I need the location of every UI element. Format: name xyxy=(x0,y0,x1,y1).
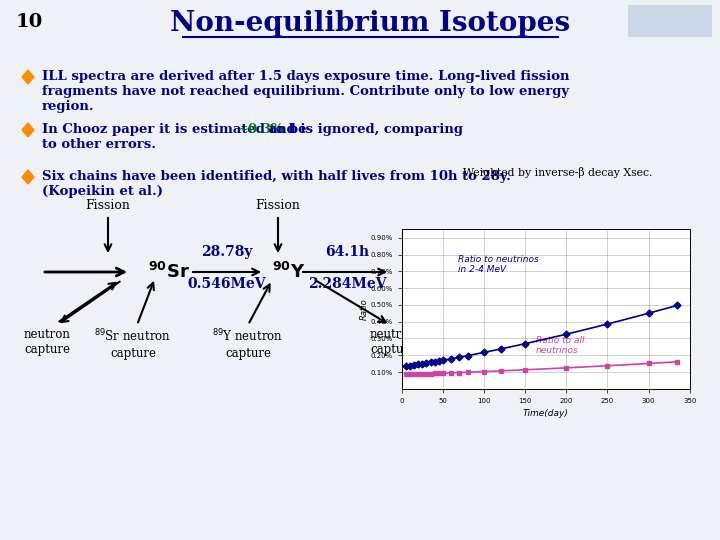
Text: and is ignored, comparing: and is ignored, comparing xyxy=(264,123,463,136)
Text: Weighted by inverse-β decay Xsec.: Weighted by inverse-β decay Xsec. xyxy=(463,167,653,178)
Text: 0.546MeV: 0.546MeV xyxy=(188,277,266,291)
Text: ~0.3%: ~0.3% xyxy=(238,123,284,136)
Text: Fission: Fission xyxy=(86,199,130,212)
FancyBboxPatch shape xyxy=(628,5,712,37)
Text: neutron
capture: neutron capture xyxy=(24,328,71,356)
Text: Non-equilibrium Isotopes: Non-equilibrium Isotopes xyxy=(170,10,570,37)
X-axis label: Time(day): Time(day) xyxy=(523,409,569,418)
Text: Ratio to neutrinos
in 2-4 MeV: Ratio to neutrinos in 2-4 MeV xyxy=(458,255,539,274)
Polygon shape xyxy=(22,170,34,184)
Text: 2.284MeV: 2.284MeV xyxy=(307,277,386,291)
Text: Six chains have been identified, with half lives from 10h to 28y.
(Kopeikin et a: Six chains have been identified, with ha… xyxy=(42,170,511,198)
Text: X.C. Ruan et al. (CIAE): X.C. Ruan et al. (CIAE) xyxy=(461,359,655,373)
Text: to other errors.: to other errors. xyxy=(42,138,156,151)
Text: Fission: Fission xyxy=(256,199,300,212)
Text: $\mathbf{^{90}Y}$: $\mathbf{^{90}Y}$ xyxy=(272,262,305,282)
Text: 28.78y: 28.78y xyxy=(202,245,253,259)
Text: 10: 10 xyxy=(16,13,43,31)
Text: $^{89}$Sr neutron
capture: $^{89}$Sr neutron capture xyxy=(94,328,171,360)
Text: neutron
capture: neutron capture xyxy=(369,328,416,356)
Y-axis label: Ratio: Ratio xyxy=(360,298,369,320)
Text: ILL spectra are derived after 1.5 days exposure time. Long-lived fission
fragmen: ILL spectra are derived after 1.5 days e… xyxy=(42,70,570,113)
Text: Ratio to all
neutrinos: Ratio to all neutrinos xyxy=(536,335,585,355)
Polygon shape xyxy=(22,123,34,137)
Text: $\mathbf{^{90}Sr}$: $\mathbf{^{90}Sr}$ xyxy=(148,262,190,282)
Text: In Chooz paper it is estimated to be: In Chooz paper it is estimated to be xyxy=(42,123,311,136)
Text: 64.1h: 64.1h xyxy=(325,245,369,259)
Text: $^{89}$Y neutron
capture: $^{89}$Y neutron capture xyxy=(212,328,284,360)
Polygon shape xyxy=(22,70,34,84)
